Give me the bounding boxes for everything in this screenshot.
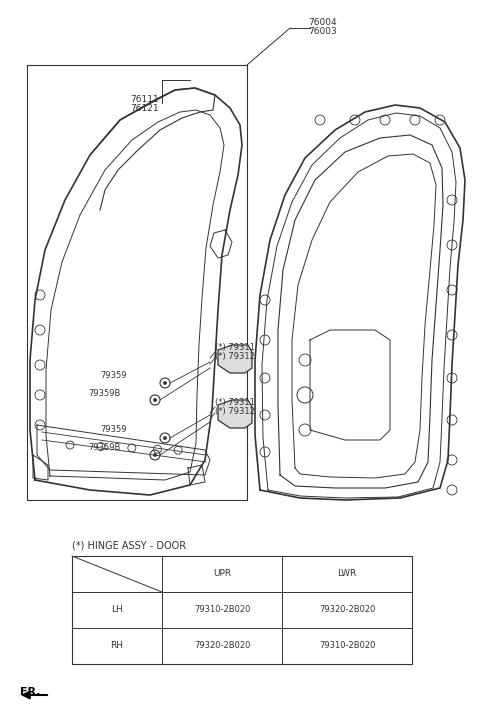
- Text: FR.: FR.: [20, 687, 40, 697]
- Polygon shape: [218, 400, 252, 428]
- Bar: [72, 556, 412, 664]
- Text: (*) 79312: (*) 79312: [215, 352, 255, 361]
- Text: 79359B: 79359B: [88, 388, 120, 398]
- Text: LWR: LWR: [337, 569, 357, 579]
- Circle shape: [164, 382, 167, 385]
- Circle shape: [154, 454, 156, 457]
- Text: UPR: UPR: [213, 569, 231, 579]
- Text: 79310-2B020: 79310-2B020: [194, 605, 250, 615]
- Text: (*) HINGE ASSY - DOOR: (*) HINGE ASSY - DOOR: [72, 540, 186, 550]
- Bar: [27, 65, 247, 500]
- Text: (*) 79311: (*) 79311: [215, 343, 255, 352]
- Text: 76111: 76111: [130, 95, 159, 104]
- Text: 79310-2B020: 79310-2B020: [319, 641, 375, 651]
- Text: RH: RH: [110, 641, 123, 651]
- Text: 79359: 79359: [100, 426, 127, 434]
- Text: 79320-2B020: 79320-2B020: [194, 641, 250, 651]
- Text: 79320-2B020: 79320-2B020: [319, 605, 375, 615]
- Circle shape: [164, 436, 167, 439]
- Text: (*) 79312: (*) 79312: [215, 407, 255, 416]
- Text: (*) 79311: (*) 79311: [215, 398, 255, 407]
- Circle shape: [154, 398, 156, 401]
- Polygon shape: [218, 345, 252, 373]
- Text: 79359: 79359: [100, 370, 127, 380]
- Text: 76004: 76004: [308, 18, 336, 27]
- Text: 79359B: 79359B: [88, 444, 120, 452]
- Text: 76003: 76003: [308, 27, 337, 36]
- Text: 76121: 76121: [130, 104, 158, 113]
- Text: LH: LH: [111, 605, 123, 615]
